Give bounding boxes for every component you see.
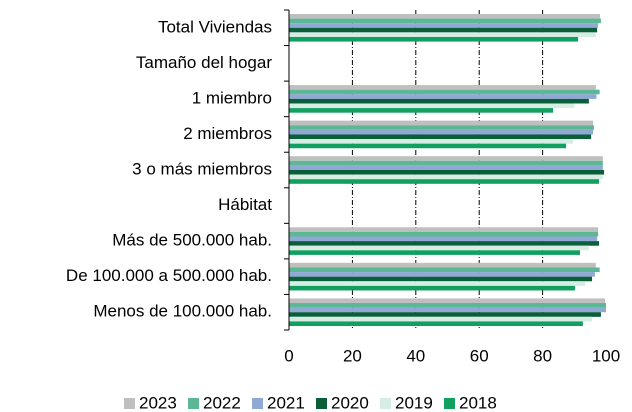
legend-label: 2023 (139, 393, 177, 412)
y-tick-label: Más de 500.000 hab. (112, 231, 272, 250)
bar (289, 262, 596, 268)
bar (289, 321, 583, 327)
x-tick-label: 40 (406, 346, 425, 365)
y-tick-label: De 100.000 a 500.000 hab. (66, 266, 272, 285)
legend-swatch (444, 398, 455, 409)
bar (289, 129, 594, 135)
bar (289, 174, 603, 180)
bar (289, 250, 581, 255)
bar (289, 23, 599, 28)
bar (289, 27, 598, 33)
bar (289, 108, 554, 113)
legend-swatch (252, 398, 263, 409)
bar (289, 160, 603, 166)
bar (289, 276, 593, 282)
bar (289, 36, 579, 42)
x-tick-label: 60 (470, 346, 489, 365)
legend-swatch (380, 398, 391, 409)
bar (289, 312, 601, 317)
bar (289, 241, 600, 246)
bar (289, 94, 597, 99)
bar (289, 103, 575, 109)
y-tick-label: Hábitat (218, 195, 272, 214)
bar (289, 125, 594, 130)
legend-swatch (124, 398, 135, 409)
bar (289, 227, 599, 232)
legend-swatch (316, 398, 327, 409)
bar (289, 245, 589, 251)
bar (289, 98, 589, 104)
legend-label: 2020 (331, 393, 369, 412)
legend-label: 2021 (267, 393, 305, 412)
x-tick-label: 0 (284, 346, 293, 365)
bar (289, 143, 567, 149)
bar (289, 236, 598, 242)
y-tick-label: 1 miembro (192, 88, 272, 107)
bar (289, 134, 592, 140)
bar (289, 285, 575, 291)
legend-label: 2018 (459, 393, 497, 412)
bar (289, 298, 606, 304)
bar (289, 316, 593, 322)
bar (289, 281, 586, 286)
bar (289, 13, 600, 19)
bar (289, 303, 606, 308)
y-tick-label: Total Viviendas (158, 17, 272, 36)
x-tick-label: 20 (343, 346, 362, 365)
bar (289, 170, 605, 175)
y-tick-label: Menos de 100.000 hab. (93, 302, 272, 321)
bar (289, 139, 574, 144)
bar (289, 18, 601, 24)
bar (289, 89, 600, 95)
x-tick-label: 80 (533, 346, 552, 365)
y-tick-label: 2 miembros (183, 124, 272, 143)
legend-label: 2019 (395, 393, 433, 412)
bar (289, 32, 596, 37)
bar (289, 231, 599, 237)
y-tick-label: Tamaño del hogar (136, 53, 272, 72)
bar (289, 272, 595, 277)
bar (289, 120, 594, 126)
bar (289, 267, 600, 273)
y-tick-label: 3 o más miembros (132, 159, 272, 178)
bar (289, 307, 606, 313)
bar (289, 179, 600, 184)
legend-swatch (188, 398, 199, 409)
x-tick-label: 100 (592, 346, 620, 365)
bar (289, 85, 596, 90)
legend-label: 2022 (203, 393, 241, 412)
bar (289, 165, 603, 170)
bar (289, 156, 603, 161)
